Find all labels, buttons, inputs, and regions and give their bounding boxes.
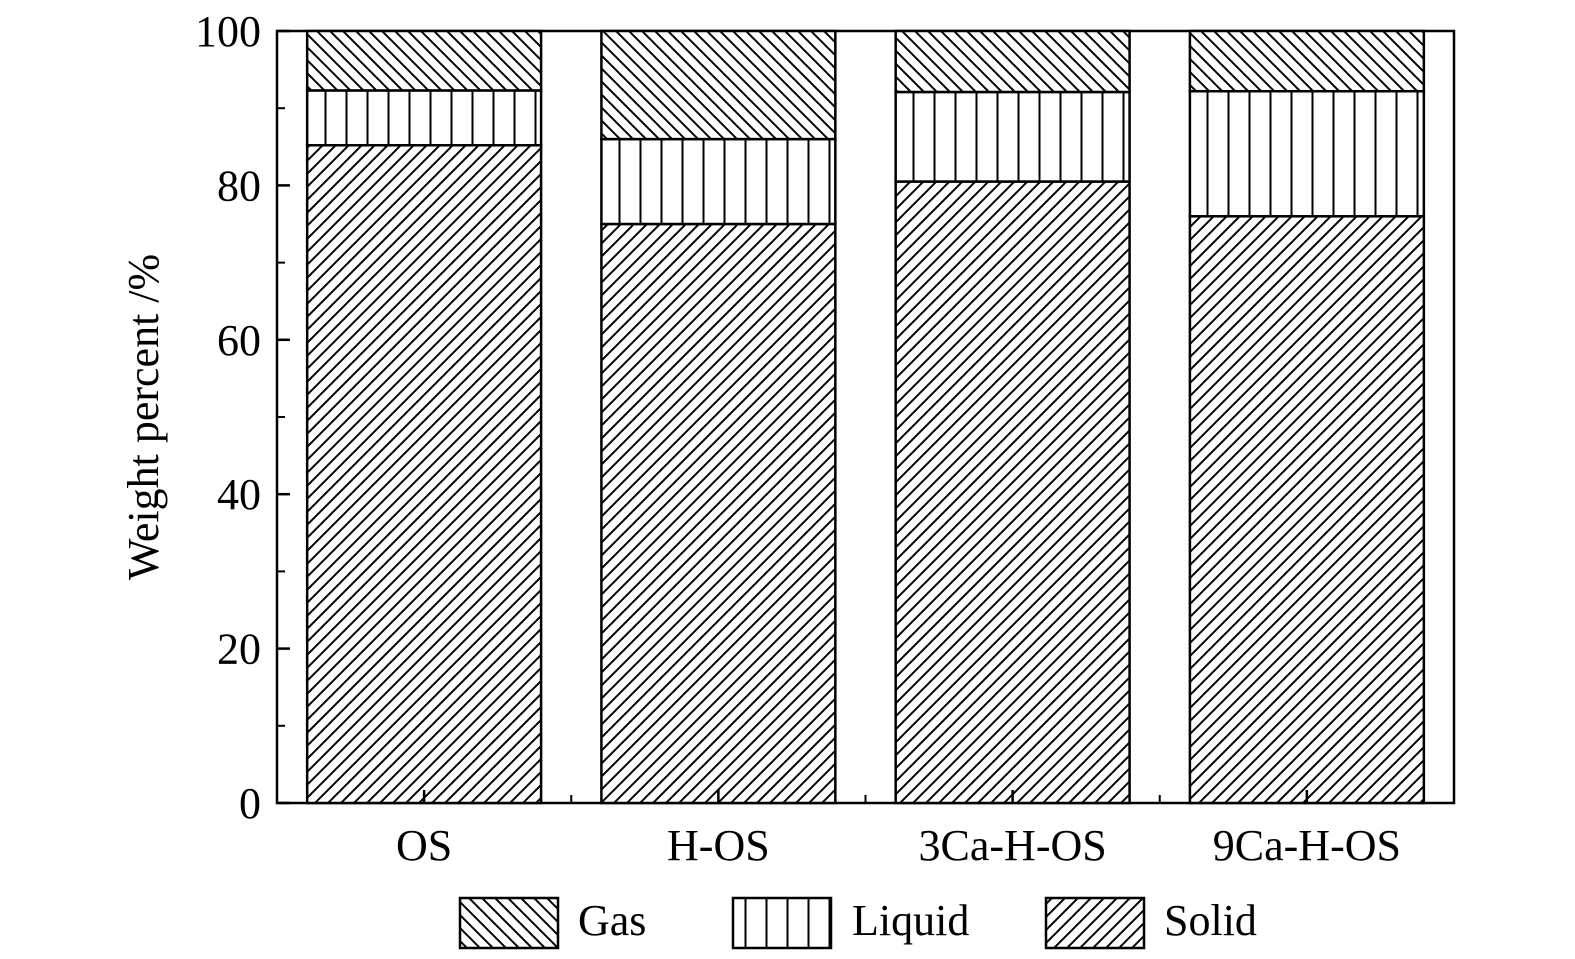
y-tick-label: 0 [239, 779, 261, 828]
plot-area: 0 20 40 60 80 100 OS H-OS 3Ca-H-OS 9Ca-H-OS [195, 7, 1456, 870]
bar-segment-liquid-3 [1188, 89, 1426, 218]
bar-segment-solid-1 [600, 222, 837, 805]
x-tick-label: 3Ca-H-OS [919, 821, 1107, 870]
y-axis-label: Weight percent /% [119, 254, 168, 580]
bar-segment-liquid-1 [600, 137, 837, 226]
legend-swatch-solid [1044, 896, 1146, 950]
y-tick-label: 80 [217, 161, 261, 210]
legend-swatch-liquid [731, 896, 833, 950]
legend: Gas Liquid Solid [458, 896, 1257, 950]
legend-label-solid: Solid [1164, 896, 1257, 945]
bar-segment-gas-1 [600, 29, 837, 141]
bar-segment-gas-0 [305, 29, 543, 92]
y-tick-label: 100 [195, 7, 261, 56]
bar-segment-liquid-2 [894, 90, 1131, 183]
legend-swatch-gas [458, 896, 560, 950]
y-tick-label: 60 [217, 316, 261, 365]
bar-segment-gas-2 [894, 29, 1131, 94]
x-tick-label: H-OS [667, 821, 770, 870]
bar-segment-liquid-0 [305, 89, 543, 147]
x-tick-label: 9Ca-H-OS [1213, 821, 1401, 870]
bar-segment-solid-3 [1188, 215, 1426, 805]
x-axis: OS H-OS 3Ca-H-OS 9Ca-H-OS [396, 790, 1401, 870]
x-tick-label: OS [396, 821, 452, 870]
bar-segment-solid-0 [305, 144, 543, 805]
legend-label-liquid: Liquid [852, 896, 969, 945]
bars-layer [305, 29, 1426, 805]
y-tick-label: 40 [217, 470, 261, 519]
y-axis: 0 20 40 60 80 100 [195, 7, 290, 828]
legend-label-gas: Gas [578, 896, 646, 945]
y-tick-label: 20 [217, 625, 261, 674]
bar-segment-gas-3 [1188, 29, 1426, 93]
bar-segment-solid-2 [894, 180, 1131, 805]
